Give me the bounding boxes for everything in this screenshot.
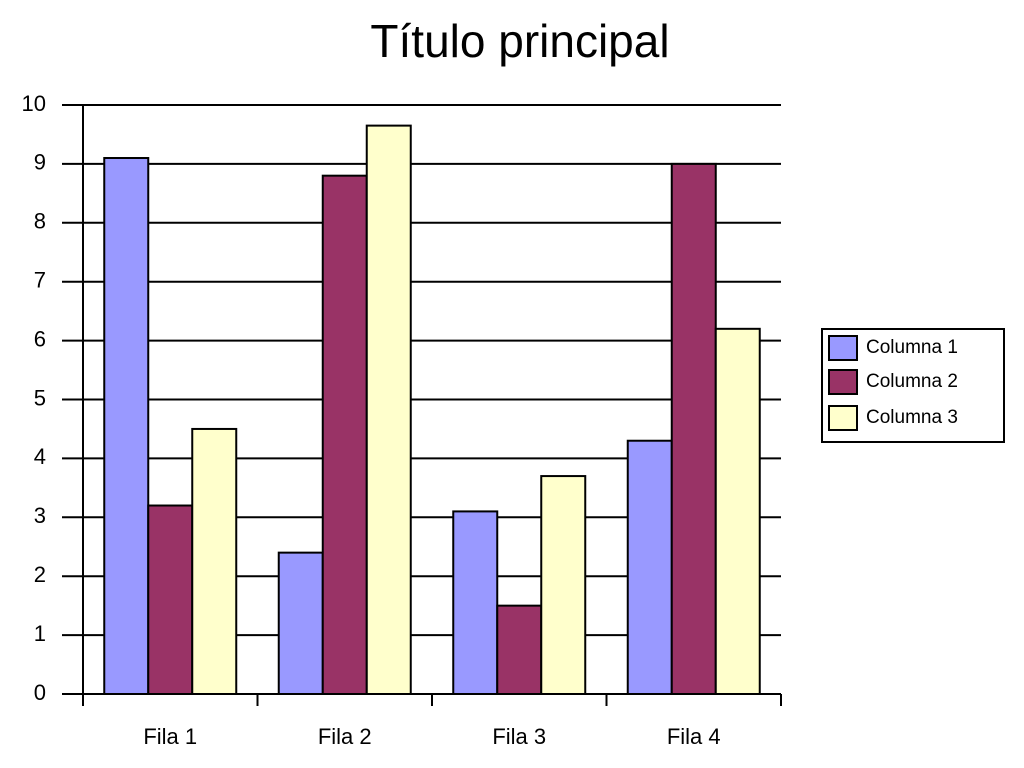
- bar: [496, 604, 543, 696]
- y-tick-label: 5: [34, 385, 46, 410]
- y-tick-label: 4: [34, 444, 46, 469]
- y-tick-label: 1: [34, 621, 46, 646]
- x-tick-label: Fila 2: [318, 724, 372, 749]
- legend-label: Columna 2: [866, 371, 958, 392]
- bar: [365, 124, 412, 696]
- legend-swatch: [828, 405, 858, 431]
- x-tick-label: Fila 4: [667, 724, 721, 749]
- legend-swatch: [828, 369, 858, 395]
- y-tick-label: 9: [34, 150, 46, 175]
- bar: [714, 327, 761, 695]
- legend-label: Columna 1: [866, 337, 958, 358]
- legend-label: Columna 3: [866, 407, 958, 428]
- chart-title: Título principal: [370, 15, 669, 67]
- y-tick-label: 3: [34, 503, 46, 528]
- bar: [191, 427, 238, 695]
- bar: [321, 174, 368, 695]
- bar: [147, 504, 194, 695]
- y-tick-label: 6: [34, 326, 46, 351]
- bar: [103, 157, 150, 695]
- y-tick-label: 7: [34, 268, 46, 293]
- y-tick-label: 0: [34, 680, 46, 705]
- y-tick-label: 2: [34, 562, 46, 587]
- x-tick-label: Fila 3: [492, 724, 546, 749]
- bar: [670, 162, 717, 695]
- bar: [626, 439, 673, 696]
- bar: [452, 510, 499, 695]
- legend-swatch: [828, 335, 858, 361]
- x-tick-label: Fila 1: [143, 724, 197, 749]
- y-tick-label: 8: [34, 209, 46, 234]
- bar: [540, 475, 587, 695]
- y-tick-label: 10: [22, 91, 46, 116]
- bar: [277, 551, 324, 696]
